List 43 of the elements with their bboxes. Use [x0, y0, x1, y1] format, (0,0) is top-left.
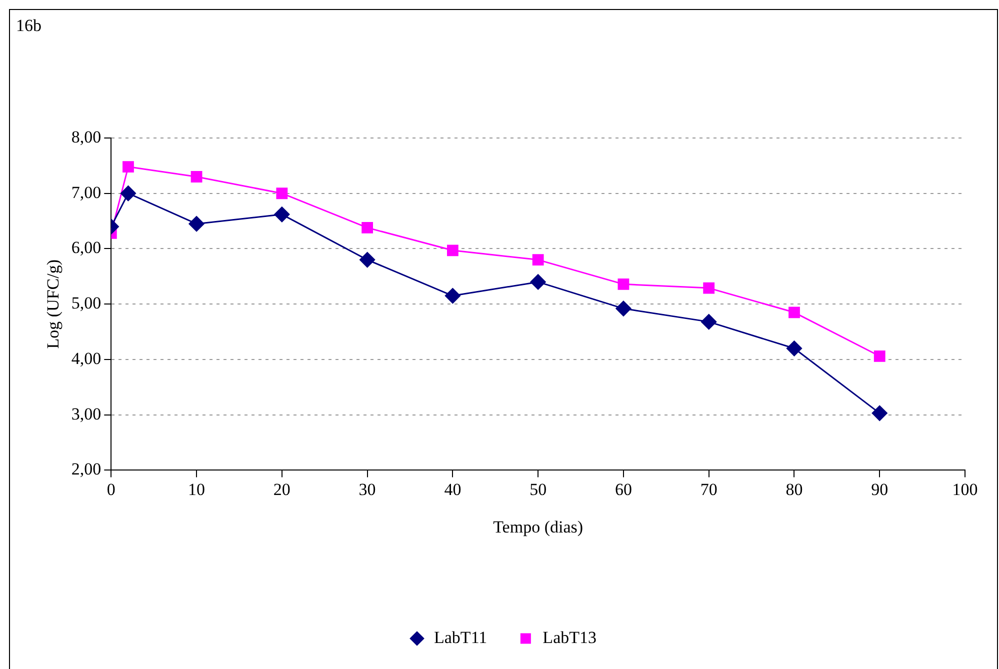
x-tick-label: 40 — [444, 480, 462, 499]
x-tick-label: 80 — [786, 480, 803, 499]
y-tick-label: 8,00 — [71, 127, 102, 146]
y-tick-label: 5,00 — [71, 294, 102, 313]
point — [874, 350, 886, 362]
x-tick-label: 90 — [871, 480, 888, 499]
point — [274, 206, 290, 222]
point — [120, 186, 136, 202]
point — [618, 278, 630, 290]
point — [703, 282, 715, 294]
point — [362, 222, 374, 234]
x-tick-label: 0 — [106, 480, 116, 499]
point — [444, 288, 460, 304]
point — [190, 171, 202, 182]
y-tick-label: 2,00 — [71, 460, 102, 479]
x-axis-title: Tempo (dias) — [493, 517, 584, 536]
point — [788, 306, 800, 318]
point — [872, 405, 888, 421]
point — [786, 340, 802, 356]
y-tick-label: 4,00 — [71, 348, 102, 368]
point — [530, 274, 546, 290]
y-axis-title: Log (UFC/g) — [44, 259, 63, 349]
y-tick-label: 3,00 — [71, 404, 102, 424]
legend-label: LabT13 — [542, 628, 597, 647]
point — [616, 300, 632, 316]
x-tick-label: 10 — [188, 480, 206, 499]
y-tick-label: 7,00 — [71, 182, 102, 202]
point — [188, 216, 204, 232]
x-tick-label: 60 — [614, 480, 632, 499]
point — [122, 161, 134, 172]
y-tick-label: 6,00 — [71, 238, 102, 258]
text: 16b — [16, 16, 42, 35]
x-tick-label: 20 — [273, 480, 290, 499]
point — [360, 252, 376, 268]
point — [276, 188, 288, 200]
point — [446, 244, 458, 256]
x-tick-label: 30 — [358, 480, 376, 499]
x-tick-label: 70 — [700, 480, 718, 499]
point — [532, 254, 544, 266]
legend-label: LabT11 — [434, 628, 488, 647]
x-tick-label: 100 — [952, 480, 978, 499]
x-tick-label: 50 — [530, 480, 547, 499]
point — [701, 314, 717, 330]
